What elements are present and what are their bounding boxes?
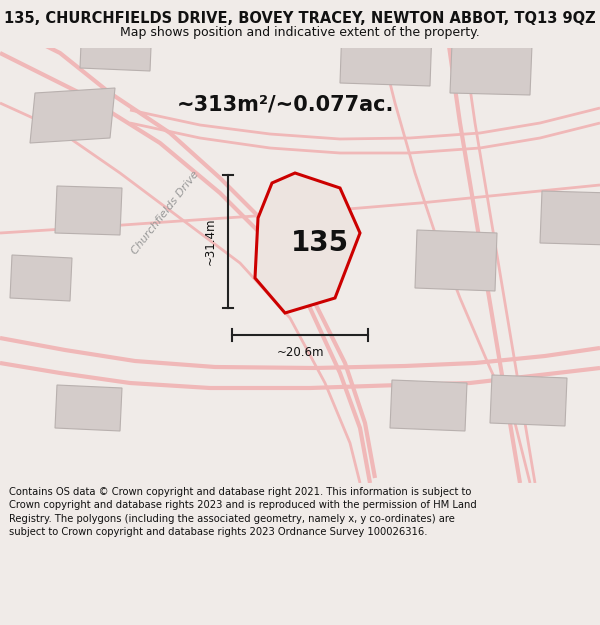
Polygon shape bbox=[55, 385, 122, 431]
Polygon shape bbox=[55, 186, 122, 235]
Text: Contains OS data © Crown copyright and database right 2021. This information is : Contains OS data © Crown copyright and d… bbox=[9, 488, 477, 537]
Polygon shape bbox=[10, 255, 72, 301]
Text: ~31.4m: ~31.4m bbox=[203, 217, 217, 265]
Polygon shape bbox=[540, 191, 600, 245]
Text: 135, CHURCHFIELDS DRIVE, BOVEY TRACEY, NEWTON ABBOT, TQ13 9QZ: 135, CHURCHFIELDS DRIVE, BOVEY TRACEY, N… bbox=[4, 11, 596, 26]
Polygon shape bbox=[490, 375, 567, 426]
Text: ~20.6m: ~20.6m bbox=[276, 346, 324, 359]
Text: Churchfields Drive: Churchfields Drive bbox=[130, 169, 200, 256]
Polygon shape bbox=[340, 25, 432, 86]
Text: ~313m²/~0.077ac.: ~313m²/~0.077ac. bbox=[176, 95, 394, 115]
Polygon shape bbox=[80, 20, 152, 71]
Polygon shape bbox=[415, 230, 497, 291]
Polygon shape bbox=[390, 380, 467, 431]
Polygon shape bbox=[450, 43, 532, 95]
Polygon shape bbox=[255, 173, 360, 313]
Text: 135: 135 bbox=[291, 229, 349, 257]
Text: Map shows position and indicative extent of the property.: Map shows position and indicative extent… bbox=[120, 26, 480, 39]
Polygon shape bbox=[30, 88, 115, 143]
